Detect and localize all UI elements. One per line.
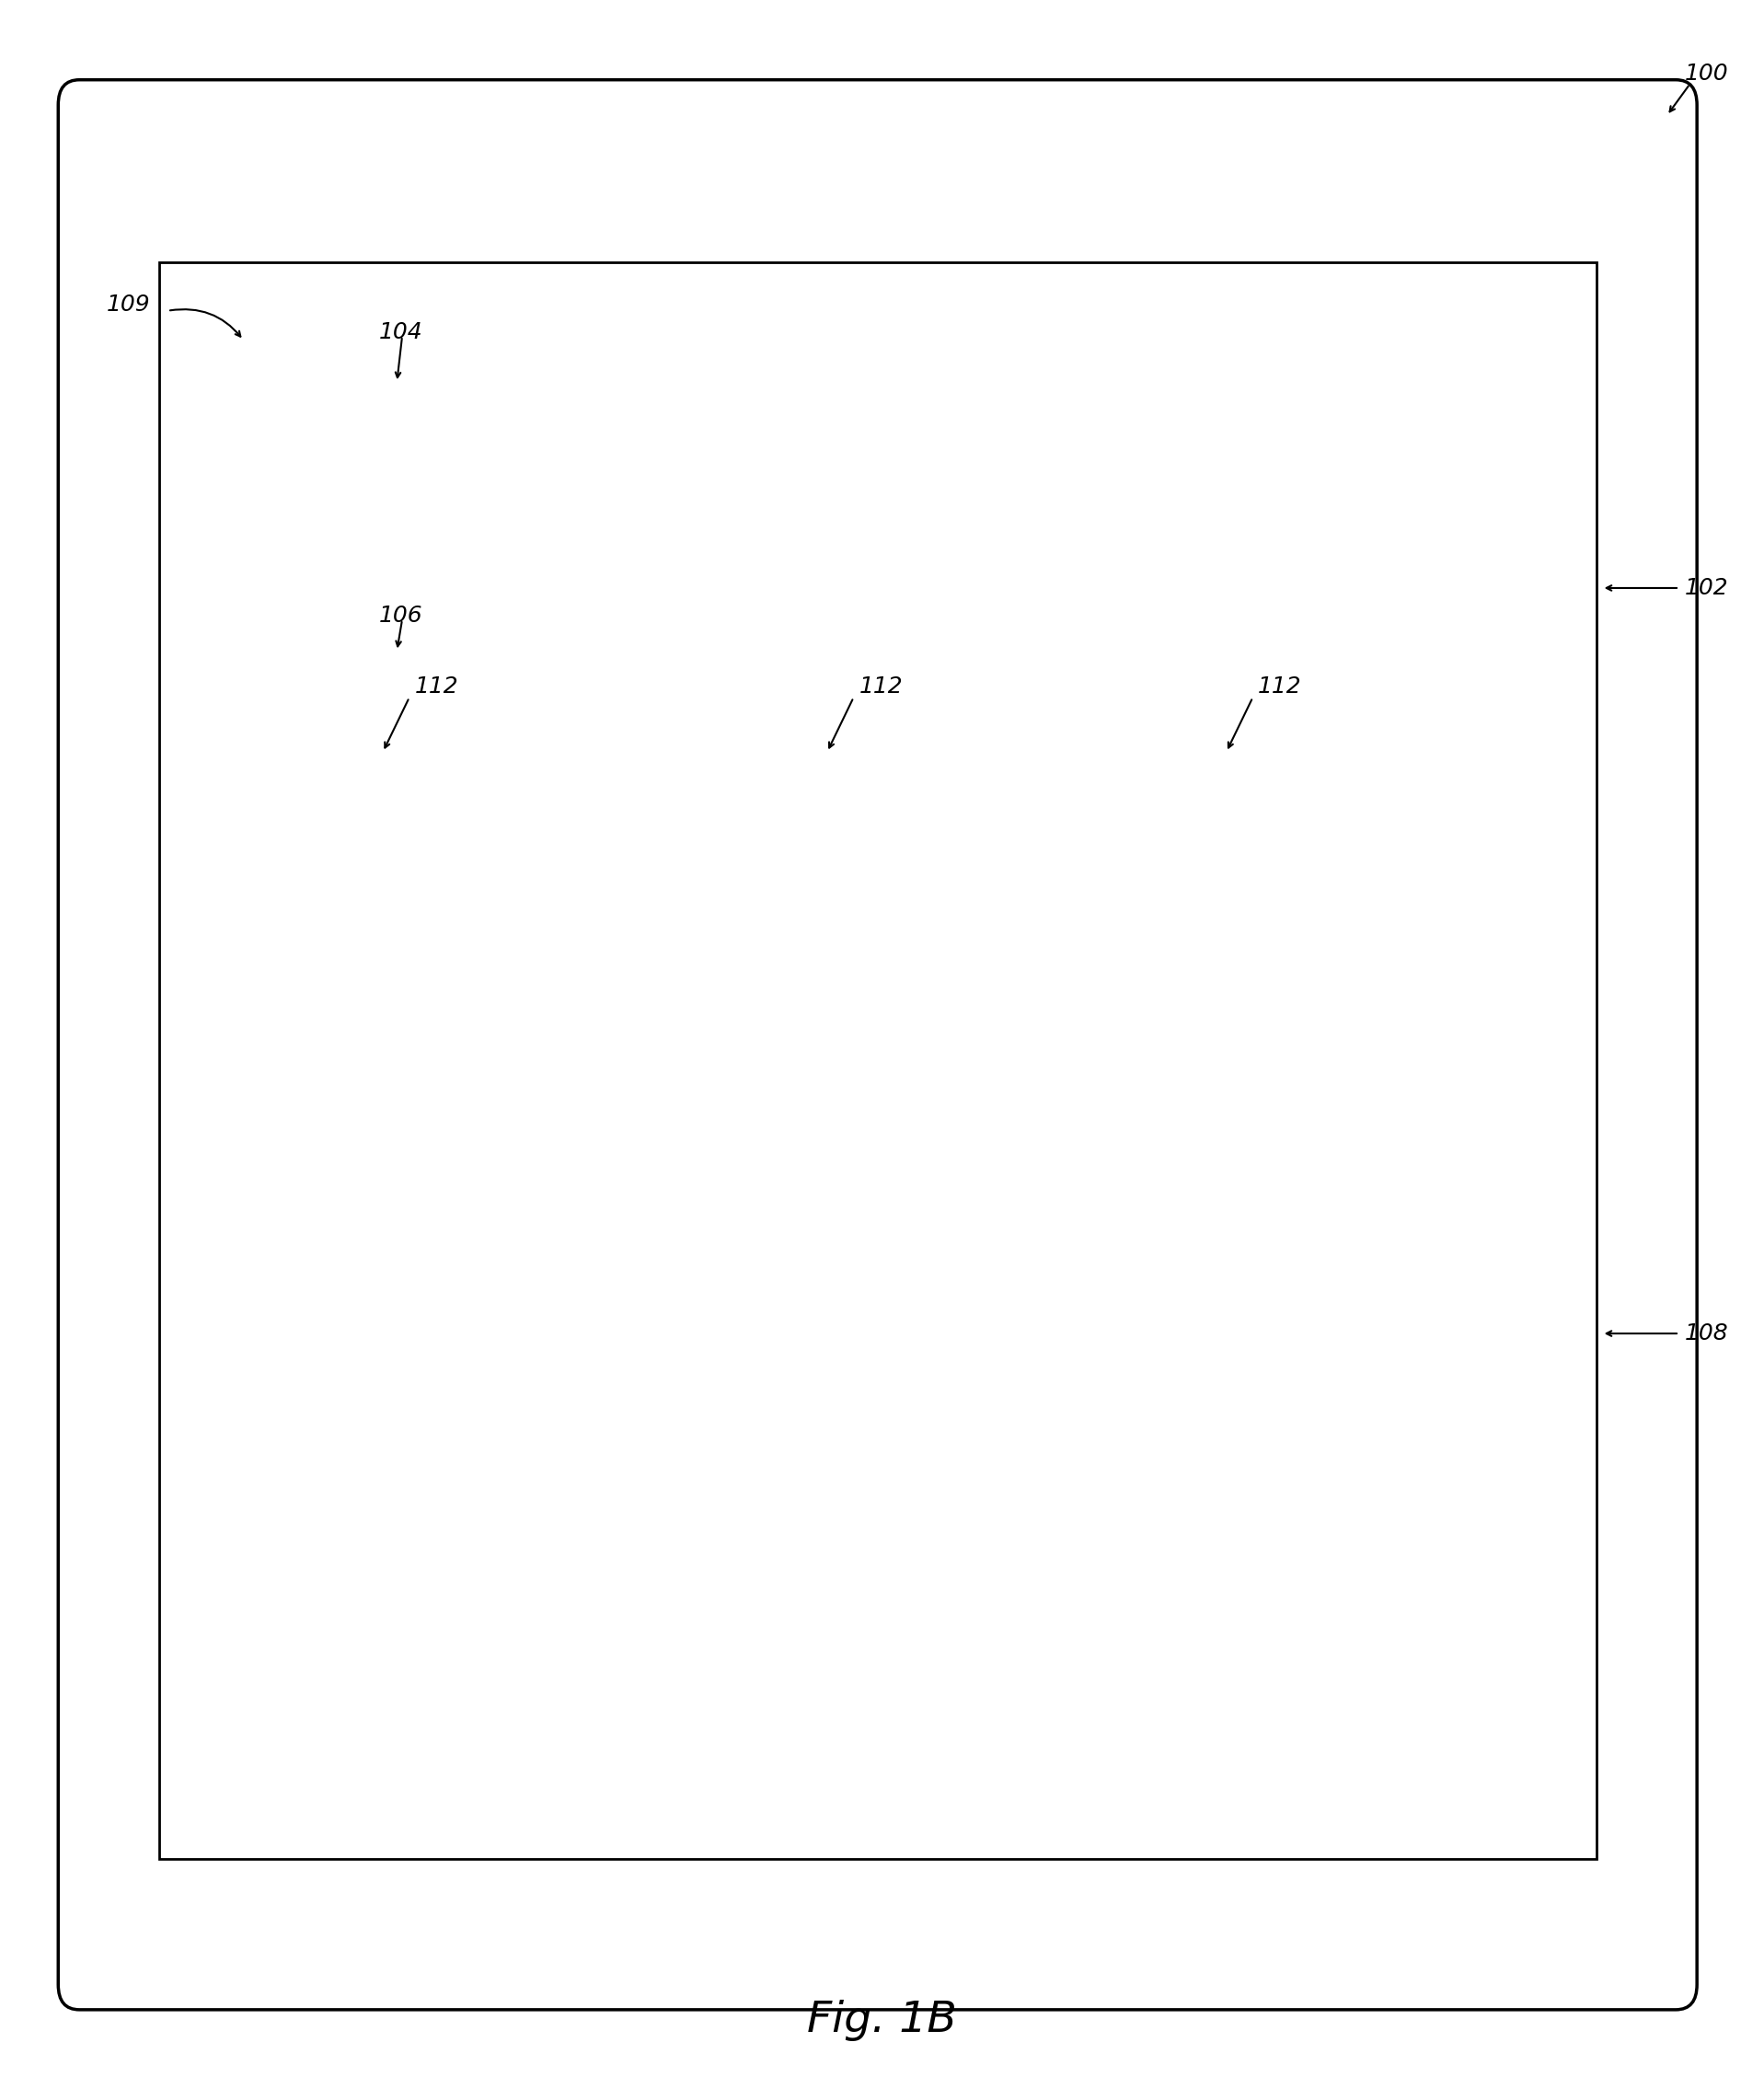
- Text: GREEN: GREEN: [377, 825, 388, 865]
- Text: 104: 104: [379, 321, 423, 342]
- Bar: [273, 760, 1561, 930]
- Text: BLUE REGION:: BLUE REGION:: [524, 836, 686, 855]
- Y-axis label: DEPTH, mm: DEPTH, mm: [198, 559, 222, 712]
- Text: 112: 112: [1258, 676, 1302, 697]
- Text: BLACK REGION: NO DETECTED FLOW: BLACK REGION: NO DETECTED FLOW: [707, 386, 1127, 405]
- Text: 108: 108: [1685, 1323, 1729, 1344]
- Text: FLOW AWAY FROM: FLOW AWAY FROM: [921, 836, 1132, 855]
- Bar: [159, 262, 1596, 1858]
- Bar: [273, 760, 1561, 930]
- FancyBboxPatch shape: [58, 80, 1697, 2010]
- X-axis label: TIME, SECONDS: TIME, SECONDS: [815, 1863, 1020, 1888]
- Text: 100: 100: [1685, 63, 1729, 84]
- Bar: [810, 760, 845, 930]
- Text: GREEN: GREEN: [1222, 825, 1231, 865]
- Text: RED REGION: FLOW TOWARDS PROBE: RED REGION: FLOW TOWARDS PROBE: [702, 563, 1132, 582]
- Text: 102: 102: [1685, 578, 1729, 598]
- Text: 109: 109: [106, 294, 150, 315]
- Text: BLACK REGION: NO DETECTED FLOW: BLACK REGION: NO DETECTED FLOW: [707, 676, 1127, 695]
- Text: GREEN: GREEN: [822, 825, 833, 865]
- Text: PROBE: PROBE: [1364, 836, 1441, 855]
- Bar: [365, 760, 400, 930]
- Bar: [273, 498, 1561, 613]
- Text: 112: 112: [859, 676, 903, 697]
- Text: 106: 106: [379, 605, 423, 626]
- Bar: [273, 498, 1561, 613]
- Bar: [1208, 760, 1244, 930]
- Text: Fig. 1B: Fig. 1B: [808, 1999, 956, 2041]
- Text: 112: 112: [415, 676, 459, 697]
- Y-axis label: FREQUENCY, kHz: FREQUENCY, kHz: [192, 1323, 219, 1544]
